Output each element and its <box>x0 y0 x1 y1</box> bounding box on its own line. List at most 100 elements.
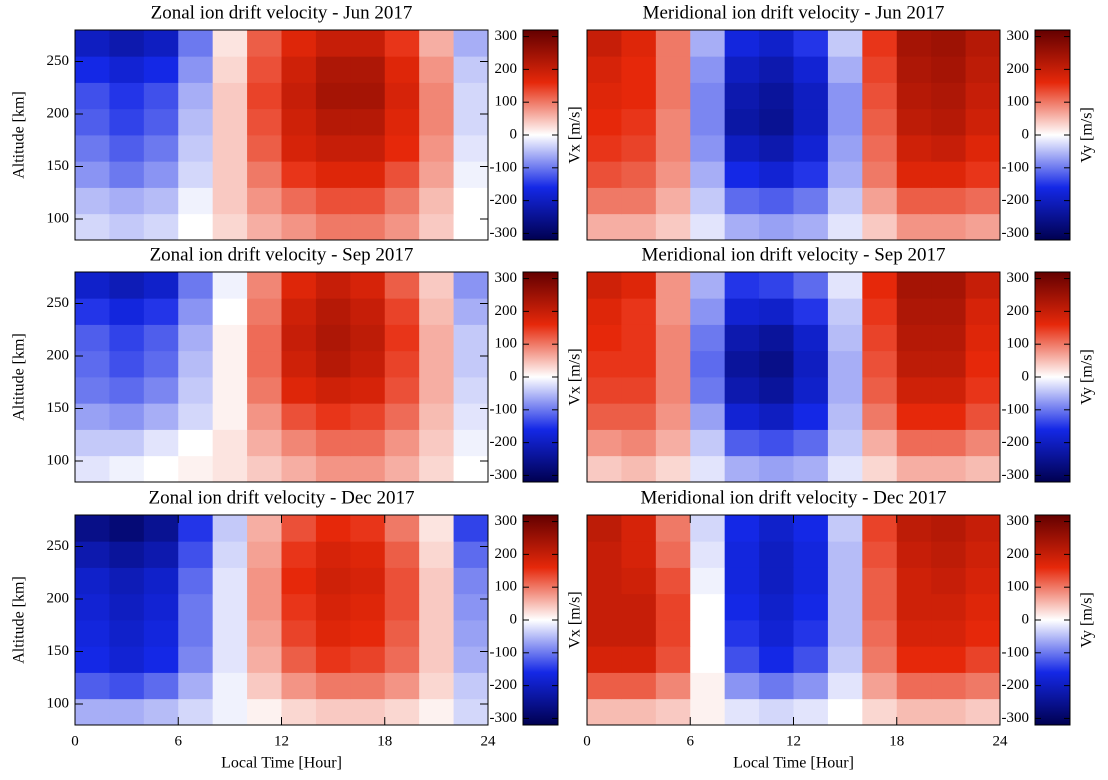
heatmap-cell <box>419 298 454 325</box>
heatmap-cell <box>931 541 966 568</box>
heatmap-cell <box>724 298 760 325</box>
heatmap-cell <box>931 161 966 188</box>
heatmap-cell <box>384 135 420 162</box>
heatmap-cell <box>419 108 454 136</box>
heatmap-cell <box>759 620 794 647</box>
heatmap-cell <box>655 272 691 299</box>
heatmap-cell <box>965 429 1001 457</box>
heatmap-cell <box>281 350 317 378</box>
heatmap-cell <box>793 298 829 325</box>
heatmap-cell <box>896 672 932 700</box>
heatmap-cell <box>384 350 420 378</box>
heatmap-cell <box>896 213 932 241</box>
heatmap-cell <box>143 56 179 83</box>
heatmap-cell <box>931 593 966 621</box>
heatmap-cell <box>143 135 179 162</box>
heatmap-cell <box>621 30 657 57</box>
heatmap-cell <box>143 672 179 700</box>
heatmap-cell <box>827 350 863 378</box>
colorbar-tick-label: 100 <box>1007 336 1030 352</box>
heatmap-cell <box>178 429 214 457</box>
heatmap-cell <box>315 298 351 325</box>
heatmap-cell <box>315 698 351 726</box>
heatmap-cell <box>350 698 386 726</box>
heatmap-cell <box>827 56 863 83</box>
heatmap-cell <box>419 672 454 700</box>
heatmap-cell <box>178 213 214 241</box>
heatmap-cell <box>793 567 829 595</box>
heatmap-cell <box>453 82 489 110</box>
heatmap-cell <box>759 108 794 136</box>
heatmap-cell <box>896 646 932 673</box>
heatmap-cell <box>862 403 898 430</box>
heatmap-cell <box>350 108 386 136</box>
heatmap-cell <box>315 541 351 568</box>
colorbar-tick-label: 300 <box>495 28 518 44</box>
heatmap-cell <box>724 187 760 215</box>
y-axis-label: Altitude [km] <box>11 333 28 421</box>
heatmap-cell <box>724 324 760 352</box>
heatmap-cell <box>724 646 760 673</box>
heatmap-cell <box>690 135 726 162</box>
heatmap-cell <box>178 298 214 325</box>
heatmap-cell <box>178 646 214 673</box>
colorbar-label: Vy [m/s] <box>1079 107 1096 163</box>
plot-frame <box>74 271 489 483</box>
heatmap-cell <box>827 30 863 57</box>
heatmap-cell <box>384 30 420 57</box>
heatmap-cell <box>247 135 282 162</box>
heatmap-cell <box>419 698 454 726</box>
heatmap-cell <box>759 646 794 673</box>
heatmap-cell <box>896 567 932 595</box>
heatmap-cell <box>143 567 179 595</box>
heatmap-cell <box>896 403 932 430</box>
heatmap-cell <box>453 698 489 726</box>
heatmap-cell <box>75 135 110 162</box>
colorbar-tick-label: -200 <box>1002 192 1030 208</box>
heatmap-cell <box>862 30 898 57</box>
heatmap-cell <box>212 324 248 352</box>
heatmap-cell <box>109 135 145 162</box>
heatmap-cell <box>75 108 110 136</box>
heatmap-cell <box>862 350 898 378</box>
heatmap-cell <box>862 567 898 595</box>
heatmap-cell <box>453 646 489 673</box>
x-tick-label: 18 <box>889 733 904 749</box>
heatmap-cell <box>690 403 726 430</box>
heatmap-cell <box>690 377 726 404</box>
heatmap-cell <box>965 403 1001 430</box>
heatmap-cell <box>247 620 282 647</box>
heatmap-cell <box>212 350 248 378</box>
heatmap-cell <box>247 377 282 404</box>
heatmap-cell <box>212 272 248 299</box>
colorbar-tick-label: 100 <box>1007 579 1030 595</box>
heatmap-cell <box>759 429 794 457</box>
heatmap-cell <box>931 187 966 215</box>
colorbar-tick-label: -300 <box>1002 467 1030 483</box>
heatmap-cell <box>793 698 829 726</box>
heatmap-cell <box>212 646 248 673</box>
heatmap-cell <box>350 646 386 673</box>
heatmap-cell <box>587 56 622 83</box>
heatmap-cell <box>827 620 863 647</box>
heatmap-cell <box>281 187 317 215</box>
heatmap-cell <box>759 698 794 726</box>
heatmap-cell <box>212 187 248 215</box>
colorbar-tick-label: 300 <box>495 513 518 529</box>
heatmap-cell <box>862 429 898 457</box>
heatmap-cell <box>315 403 351 430</box>
colorbar-tick-label: 0 <box>1022 126 1030 142</box>
heatmap-cell <box>281 377 317 404</box>
heatmap-cell <box>621 455 657 483</box>
heatmap-cell <box>75 187 110 215</box>
heatmap-cell <box>178 515 214 542</box>
heatmap-cell <box>453 324 489 352</box>
heatmap-cell <box>827 324 863 352</box>
heatmap-cell <box>109 620 145 647</box>
heatmap-cell <box>931 350 966 378</box>
heatmap-cell <box>931 698 966 726</box>
heatmap-cell <box>621 298 657 325</box>
heatmap-cell <box>621 698 657 726</box>
heatmap-cell <box>931 429 966 457</box>
heatmap-cell <box>690 672 726 700</box>
